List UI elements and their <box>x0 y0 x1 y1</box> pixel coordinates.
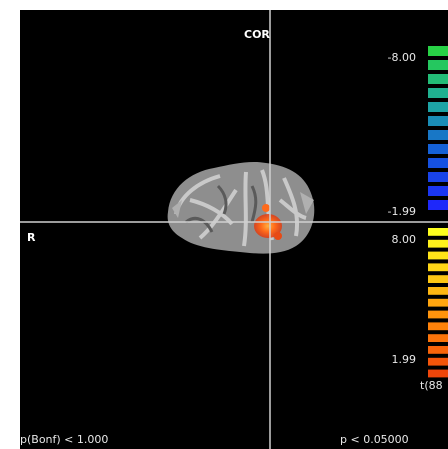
positive-max-label: 8.00 <box>392 233 417 246</box>
colorbar-swatch <box>428 358 448 366</box>
view-label: COR <box>244 28 270 41</box>
colorbar-swatch <box>428 252 448 260</box>
colorbar-swatch <box>428 102 448 112</box>
colorbar-swatch <box>428 158 448 168</box>
page: {"view": {"label": "COR", "side": "R"}, … <box>0 0 448 449</box>
colorbar-swatch <box>428 130 448 140</box>
colorbar-swatch <box>428 200 448 210</box>
stat-label: t(88 <box>420 379 443 392</box>
colorbar-swatch <box>428 60 448 70</box>
colorbar-swatch <box>428 240 448 248</box>
footer-left: p(Bonf) < 1.000 <box>20 433 108 446</box>
colorbar-swatch <box>428 322 448 330</box>
colorbar-swatch <box>428 370 448 378</box>
colorbar-swatch <box>428 275 448 283</box>
colorbar-swatch <box>428 116 448 126</box>
colorbar-swatch <box>428 299 448 307</box>
negative-max-label: -8.00 <box>388 51 416 64</box>
colorbar-swatch <box>428 74 448 84</box>
colorbar-swatch <box>428 311 448 319</box>
colorbar-swatch <box>428 172 448 182</box>
colorbar-swatch <box>428 88 448 98</box>
colorbar-swatch <box>428 346 448 354</box>
colorbar-swatch <box>428 186 448 196</box>
side-label: R <box>27 231 36 244</box>
negative-min-label: -1.99 <box>388 205 416 218</box>
colorbar-swatch <box>428 287 448 295</box>
colorbar-swatch <box>428 228 448 236</box>
colorbar-swatch <box>428 263 448 271</box>
colorbar-swatch <box>428 334 448 342</box>
colorbar-swatch <box>428 46 448 56</box>
footer-right: p < 0.05000 <box>340 433 409 446</box>
positive-min-label: 1.99 <box>392 353 417 366</box>
viewer: COR R -8.00 -1.99 8.00 1.99 t(88 p(Bonf)… <box>0 0 448 449</box>
colorbar-swatch <box>428 144 448 154</box>
